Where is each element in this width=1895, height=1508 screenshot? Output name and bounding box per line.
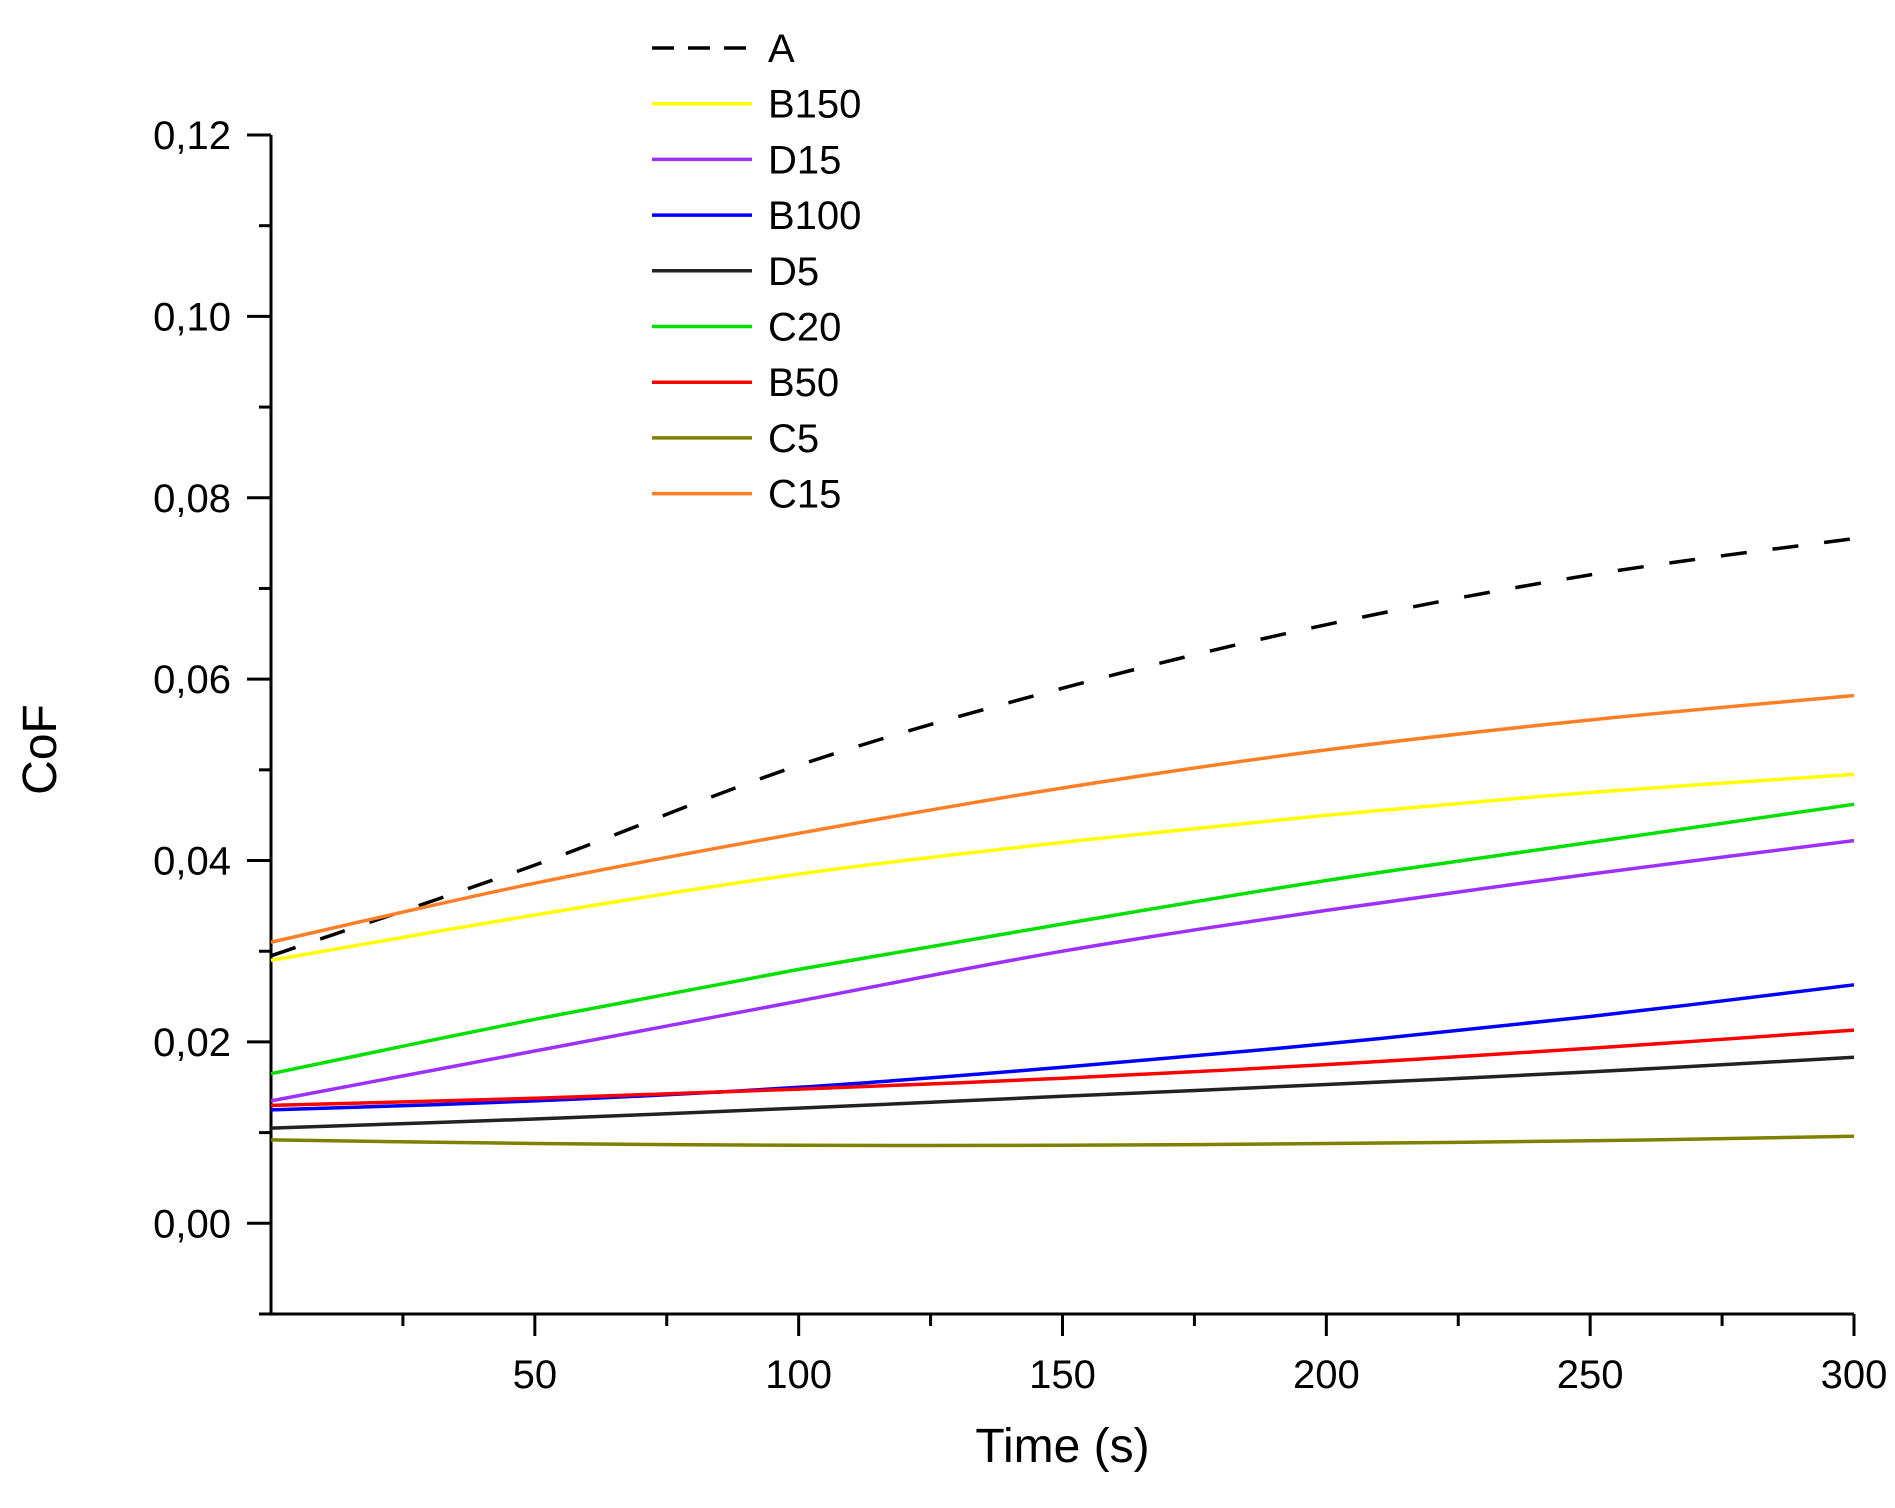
x-tick-label: 150 (1029, 1353, 1096, 1397)
legend-label: B50 (768, 361, 839, 405)
series-line-c5 (270, 1134, 1855, 1148)
series-line-a (270, 536, 1855, 958)
x-tick-label: 50 (513, 1353, 558, 1397)
series-line-b50 (270, 1028, 1855, 1108)
series-line-d15 (270, 838, 1855, 1103)
y-axis-title: CoF (14, 704, 67, 795)
legend-item-d5: D5 (652, 250, 819, 294)
legend-label: C20 (768, 306, 841, 350)
legend-label: D5 (768, 250, 819, 294)
x-tick-label: 250 (1557, 1353, 1624, 1397)
y-tick-label: 0,06 (153, 658, 231, 702)
x-tick-label: 300 (1821, 1353, 1888, 1397)
legend-label: C5 (768, 417, 819, 461)
legend: A B150 D15 B100 D5 C20 B50 C5 C15 (652, 27, 861, 517)
legend-label: B100 (768, 194, 861, 238)
series-line-b150 (270, 772, 1855, 963)
legend-label: C15 (768, 473, 841, 517)
legend-label: A (768, 27, 795, 71)
x-ticks: 50 100 150 200 250 300 (401, 1314, 1888, 1397)
x-tick-label: 100 (765, 1353, 832, 1397)
legend-item-c20: C20 (652, 306, 841, 350)
legend-item-c15: C15 (652, 473, 841, 517)
series-group (270, 536, 1855, 1148)
y-tick-label: 0,12 (153, 114, 231, 158)
legend-item-b50: B50 (652, 361, 839, 405)
series-line-b100 (270, 983, 1855, 1112)
x-tick-label: 200 (1293, 1353, 1360, 1397)
legend-item-b150: B150 (652, 83, 861, 127)
series-line-d5 (270, 1055, 1855, 1130)
series-line-c15 (270, 693, 1855, 944)
y-tick-label: 0,04 (153, 840, 231, 884)
axes (269, 135, 1854, 1316)
legend-item-b100: B100 (652, 194, 861, 238)
legend-item-c5: C5 (652, 417, 819, 461)
y-tick-label: 0,10 (153, 295, 231, 339)
legend-item-a: A (652, 27, 795, 71)
y-tick-label: 0,02 (153, 1021, 231, 1065)
y-tick-label: 0,00 (153, 1202, 231, 1246)
legend-item-d15: D15 (652, 138, 841, 182)
legend-label: B150 (768, 83, 861, 127)
y-ticks: 0,00 0,02 0,04 0,06 0,08 0,10 0,12 (153, 114, 271, 1316)
y-tick-label: 0,08 (153, 477, 231, 521)
legend-label: D15 (768, 138, 841, 182)
x-axis-title: Time (s) (975, 1420, 1149, 1473)
series-line-c20 (270, 802, 1855, 1076)
